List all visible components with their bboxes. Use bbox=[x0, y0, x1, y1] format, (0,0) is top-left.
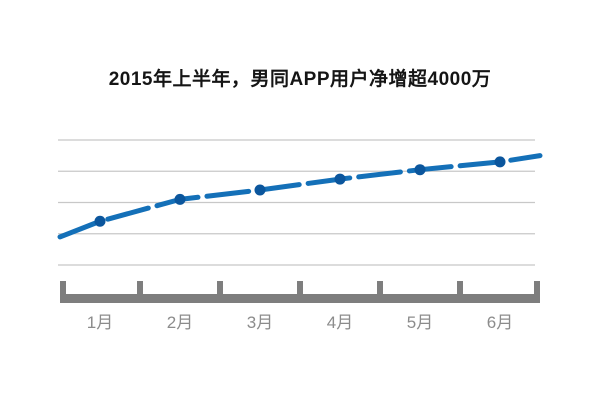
x-axis-tick bbox=[534, 281, 540, 295]
x-tick-label: 5月 bbox=[407, 313, 433, 332]
x-tick-label: 1月 bbox=[87, 313, 113, 332]
x-tick-label: 4月 bbox=[327, 313, 353, 332]
x-axis-bar bbox=[60, 294, 540, 303]
x-axis-tick bbox=[377, 281, 383, 295]
data-point bbox=[494, 156, 506, 168]
data-point bbox=[254, 184, 266, 196]
x-axis-tick bbox=[297, 281, 303, 295]
data-point bbox=[94, 215, 106, 227]
x-axis-tick bbox=[137, 281, 143, 295]
x-axis-tick bbox=[60, 281, 66, 295]
x-tick-label: 2月 bbox=[167, 313, 193, 332]
chart-title: 2015年上半年，男同APP用户净增超4000万 bbox=[108, 69, 492, 90]
x-axis-tick bbox=[457, 281, 463, 295]
x-axis-tick bbox=[217, 281, 223, 295]
data-point bbox=[334, 173, 346, 185]
data-line bbox=[57, 153, 543, 240]
x-tick-label: 3月 bbox=[247, 313, 273, 332]
x-tick-label: 6月 bbox=[487, 313, 513, 332]
data-point bbox=[174, 193, 186, 205]
data-point bbox=[414, 164, 426, 176]
